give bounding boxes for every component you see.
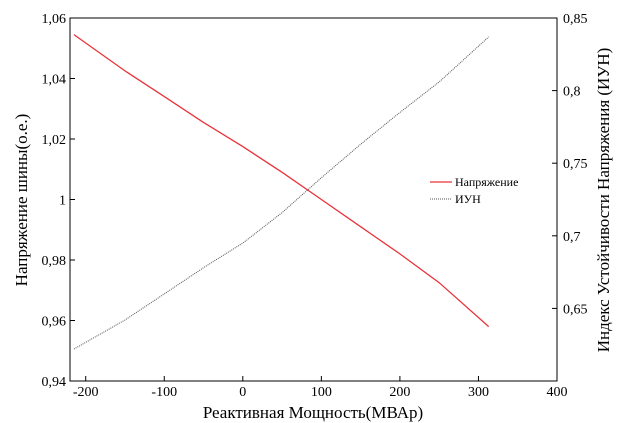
right-y-tick-label: 0,65	[563, 302, 588, 317]
right-y-axis-ticks: 0,65 0,7 0,75 0,8 0,85	[552, 12, 588, 317]
legend-box	[426, 170, 532, 210]
left-y-tick-label: 1	[59, 194, 66, 209]
x-tick-label: 200	[389, 385, 410, 400]
left-y-tick-label: 0,94	[42, 375, 67, 390]
x-tick-label: 0	[239, 385, 246, 400]
right-y-tick-label: 0,75	[563, 157, 588, 172]
x-tick-label: -100	[151, 385, 177, 400]
left-y-axis-title: Напряжение шины(о.е.)	[12, 114, 31, 287]
legend: Напряжение ИУН	[426, 170, 532, 210]
legend-label-voltage: Напряжение	[455, 175, 518, 189]
right-y-tick-label: 0,8	[563, 85, 581, 100]
legend-label-vsi: ИУН	[455, 192, 481, 206]
left-y-tick-label: 1,04	[42, 73, 67, 88]
voltage-series-line	[73, 34, 490, 328]
right-y-axis-title: Индекс Устойчивости Напряжения (ИУН)	[594, 48, 613, 353]
series-lines	[73, 34, 490, 350]
x-axis-title: Реактивная Мощность(МВАр)	[203, 403, 423, 422]
right-y-tick-label: 0,85	[563, 12, 588, 27]
left-y-tick-label: 1,02	[42, 133, 67, 148]
x-tick-label: 400	[547, 385, 568, 400]
x-tick-label: 300	[468, 385, 489, 400]
x-axis-ticks: -200 -100 0 100 200 300 400	[73, 376, 568, 400]
left-y-tick-label: 1,06	[42, 12, 67, 27]
x-tick-label: 100	[311, 385, 332, 400]
x-tick-label: -200	[73, 385, 99, 400]
right-y-tick-label: 0,7	[563, 230, 581, 245]
vsi-series-line	[73, 36, 490, 350]
left-y-axis-ticks: 0,94 0,96 0,98 1 1,02 1,04 1,06	[42, 12, 75, 390]
left-y-tick-label: 0,98	[42, 254, 67, 269]
left-y-tick-label: 0,96	[42, 315, 67, 330]
